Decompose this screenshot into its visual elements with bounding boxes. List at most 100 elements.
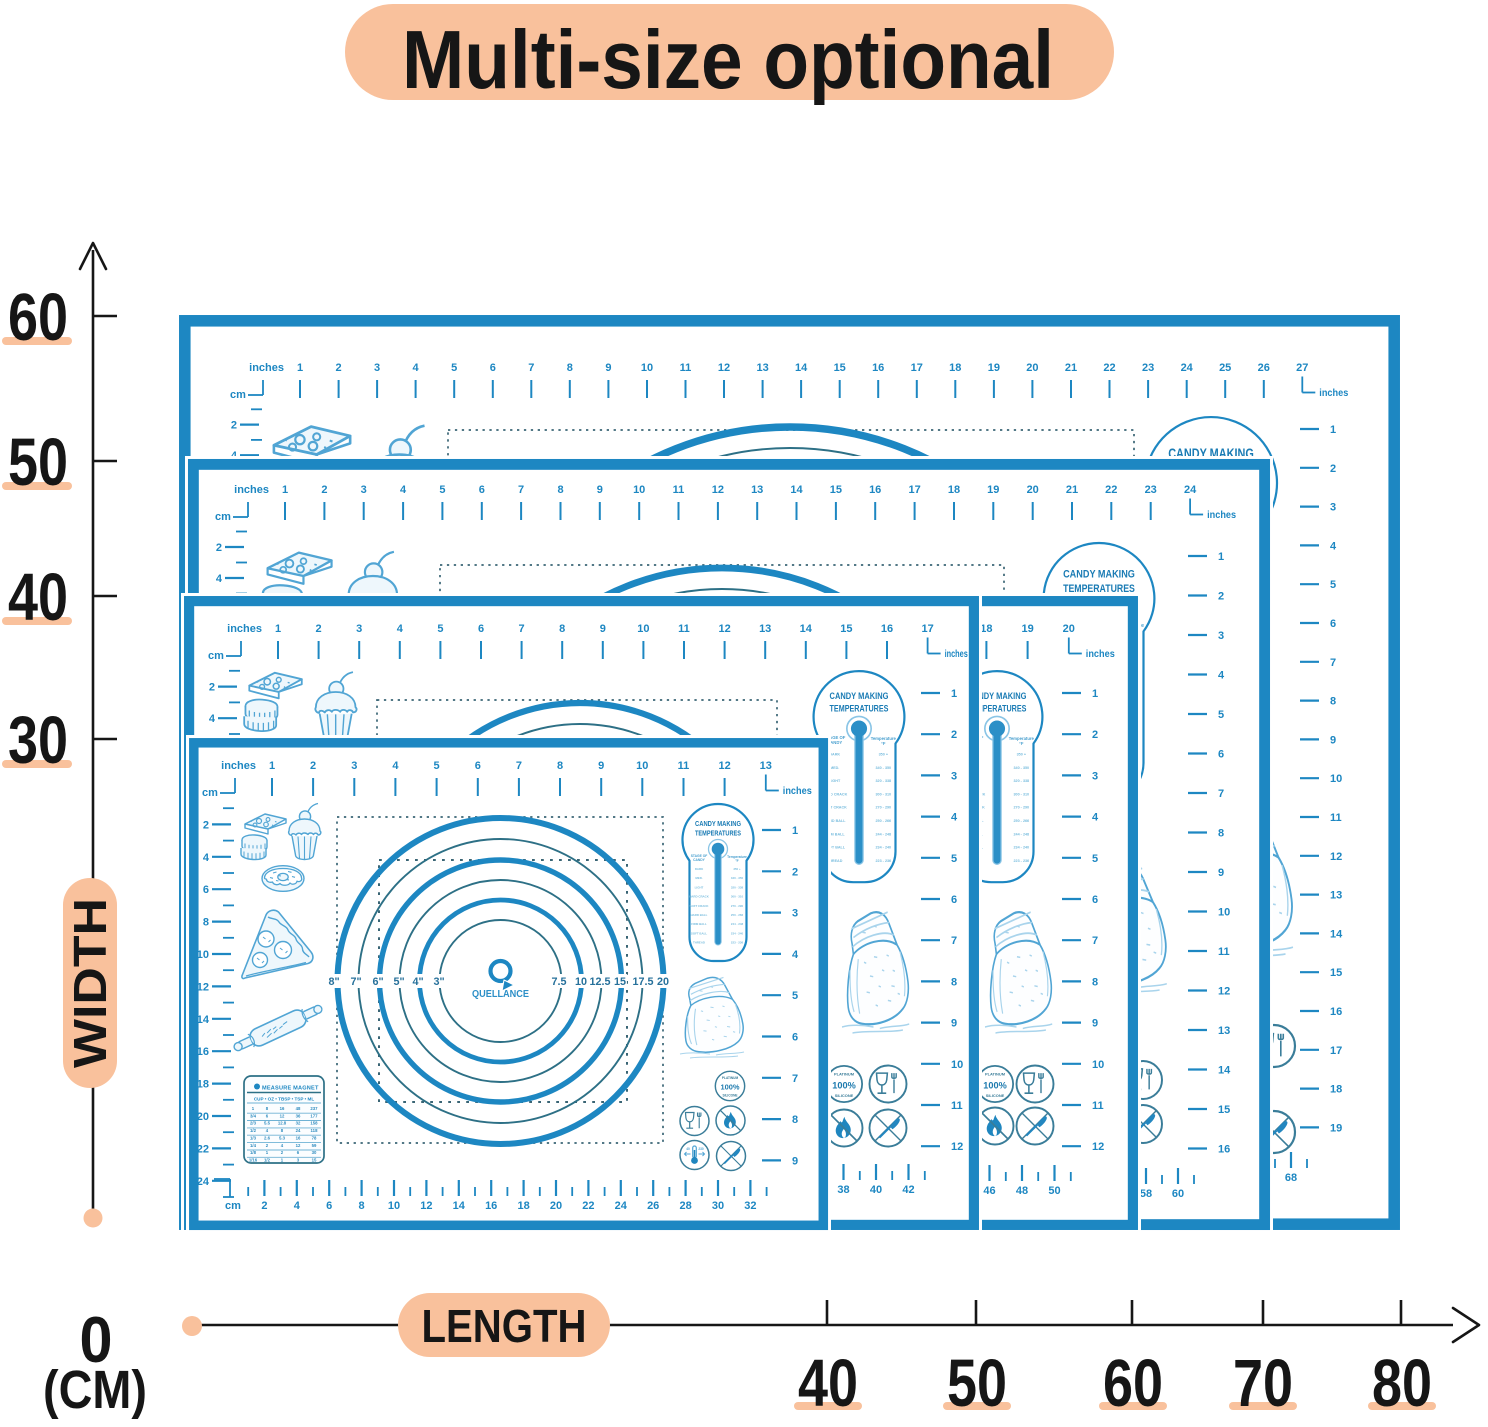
svg-text:5: 5 bbox=[951, 853, 957, 865]
svg-text:300 - 310: 300 - 310 bbox=[731, 895, 744, 899]
svg-text:HARD BALL: HARD BALL bbox=[824, 819, 846, 823]
svg-text:6: 6 bbox=[266, 1113, 269, 1118]
svg-text:17.5: 17.5 bbox=[632, 976, 653, 988]
svg-text:30: 30 bbox=[712, 1200, 724, 1212]
svg-text:22: 22 bbox=[197, 1143, 209, 1155]
svg-text:8: 8 bbox=[281, 1128, 284, 1133]
svg-text:6: 6 bbox=[1330, 618, 1336, 630]
svg-text:Multi-size optional: Multi-size optional bbox=[402, 13, 1054, 106]
svg-text:1: 1 bbox=[266, 1150, 269, 1155]
svg-text:3: 3 bbox=[951, 770, 957, 782]
svg-text:12: 12 bbox=[718, 362, 730, 374]
svg-text:14: 14 bbox=[790, 484, 803, 496]
svg-text:7: 7 bbox=[1092, 935, 1098, 947]
svg-text:6: 6 bbox=[490, 362, 496, 374]
svg-text:4: 4 bbox=[216, 573, 223, 585]
svg-text:320 - 338: 320 - 338 bbox=[875, 779, 891, 783]
svg-text:16: 16 bbox=[869, 484, 881, 496]
svg-text:8": 8" bbox=[328, 976, 339, 988]
svg-text:7.5: 7.5 bbox=[551, 976, 566, 988]
svg-text:1: 1 bbox=[297, 362, 303, 374]
svg-text:8: 8 bbox=[1092, 976, 1098, 988]
svg-text:°F: °F bbox=[1019, 741, 1024, 746]
svg-text:7: 7 bbox=[1330, 657, 1336, 669]
svg-text:15: 15 bbox=[1330, 967, 1342, 979]
svg-text:22: 22 bbox=[1103, 362, 1115, 374]
svg-text:10: 10 bbox=[197, 949, 209, 961]
svg-text:inches: inches bbox=[1086, 648, 1115, 660]
svg-text:244 - 248: 244 - 248 bbox=[731, 922, 744, 926]
svg-text:MEASURE MAGNET: MEASURE MAGNET bbox=[262, 1086, 319, 1092]
svg-text:1/2: 1/2 bbox=[264, 1158, 271, 1163]
svg-text:2: 2 bbox=[792, 866, 798, 878]
svg-text:9: 9 bbox=[1218, 867, 1224, 879]
svg-text:CANDY MAKING: CANDY MAKING bbox=[968, 691, 1027, 701]
svg-text:7: 7 bbox=[518, 484, 524, 496]
svg-text:350 +: 350 + bbox=[879, 753, 889, 757]
svg-text:118: 118 bbox=[311, 1128, 319, 1133]
svg-text:3: 3 bbox=[361, 484, 367, 496]
svg-text:Temperature: Temperature bbox=[871, 736, 897, 741]
svg-text:68: 68 bbox=[1285, 1172, 1297, 1184]
svg-text:5: 5 bbox=[451, 362, 457, 374]
svg-text:CANDY MAKING: CANDY MAKING bbox=[830, 691, 889, 701]
svg-text:6: 6 bbox=[326, 1200, 332, 1212]
svg-text:24: 24 bbox=[1184, 484, 1197, 496]
svg-text:16: 16 bbox=[485, 1200, 497, 1212]
svg-text:FIRM BALL: FIRM BALL bbox=[691, 922, 707, 926]
svg-text:MED.: MED. bbox=[695, 876, 702, 880]
svg-text:CANDY: CANDY bbox=[693, 858, 706, 862]
svg-text:4: 4 bbox=[294, 1200, 301, 1212]
svg-text:11: 11 bbox=[678, 760, 690, 772]
svg-text:DARK: DARK bbox=[829, 753, 840, 757]
svg-text:350 +: 350 + bbox=[1017, 753, 1027, 757]
svg-text:TEMPERATURES: TEMPERATURES bbox=[830, 703, 889, 713]
svg-text:2: 2 bbox=[1218, 591, 1224, 603]
svg-text:21: 21 bbox=[1066, 484, 1078, 496]
svg-text:15: 15 bbox=[312, 1158, 317, 1163]
svg-text:STAGE OF: STAGE OF bbox=[824, 735, 846, 740]
svg-text:cm: cm bbox=[230, 389, 246, 401]
svg-text:TEMPERATURES: TEMPERATURES bbox=[695, 829, 741, 838]
svg-text:2: 2 bbox=[1330, 463, 1336, 475]
svg-text:3: 3 bbox=[356, 623, 362, 635]
svg-text:244 - 248: 244 - 248 bbox=[1013, 832, 1029, 836]
svg-text:10: 10 bbox=[575, 976, 587, 988]
svg-text:15: 15 bbox=[834, 362, 846, 374]
svg-text:12.5: 12.5 bbox=[589, 976, 610, 988]
svg-text:15: 15 bbox=[840, 623, 852, 635]
svg-text:2: 2 bbox=[209, 682, 215, 694]
svg-text:4: 4 bbox=[1218, 670, 1225, 682]
svg-text:6: 6 bbox=[479, 484, 485, 496]
svg-text:32: 32 bbox=[296, 1121, 301, 1126]
svg-text:340 - 350: 340 - 350 bbox=[875, 766, 891, 770]
svg-text:4: 4 bbox=[1092, 812, 1099, 824]
svg-text:inches: inches bbox=[234, 484, 269, 496]
svg-text:21: 21 bbox=[1065, 362, 1077, 374]
svg-text:3: 3 bbox=[792, 908, 798, 920]
svg-text:cm: cm bbox=[202, 787, 218, 799]
svg-text:7: 7 bbox=[951, 935, 957, 947]
svg-text:19: 19 bbox=[988, 362, 1000, 374]
svg-text:1/8: 1/8 bbox=[250, 1150, 257, 1155]
svg-text:18: 18 bbox=[517, 1200, 529, 1212]
svg-text:inches: inches bbox=[221, 760, 256, 772]
svg-text:60: 60 bbox=[1103, 1346, 1163, 1421]
svg-text:234 - 240: 234 - 240 bbox=[1013, 846, 1029, 850]
svg-text:CANDY MAKING: CANDY MAKING bbox=[1063, 568, 1135, 580]
svg-text:8: 8 bbox=[792, 1114, 798, 1126]
svg-text:32: 32 bbox=[744, 1200, 756, 1212]
svg-text:250 - 266: 250 - 266 bbox=[1013, 819, 1029, 823]
svg-text:1: 1 bbox=[252, 1106, 255, 1111]
svg-text:234 - 240: 234 - 240 bbox=[875, 846, 891, 850]
svg-text:20: 20 bbox=[1063, 623, 1075, 635]
svg-text:10: 10 bbox=[1092, 1059, 1104, 1071]
svg-text:20: 20 bbox=[657, 976, 669, 988]
svg-text:2: 2 bbox=[266, 1143, 269, 1148]
svg-text:11: 11 bbox=[951, 1100, 963, 1112]
svg-text:2: 2 bbox=[310, 760, 316, 772]
svg-text:8: 8 bbox=[559, 623, 565, 635]
svg-text:HARD CRACK: HARD CRACK bbox=[689, 895, 710, 899]
svg-text:16: 16 bbox=[1218, 1144, 1230, 1156]
svg-text:inches: inches bbox=[1319, 387, 1348, 399]
